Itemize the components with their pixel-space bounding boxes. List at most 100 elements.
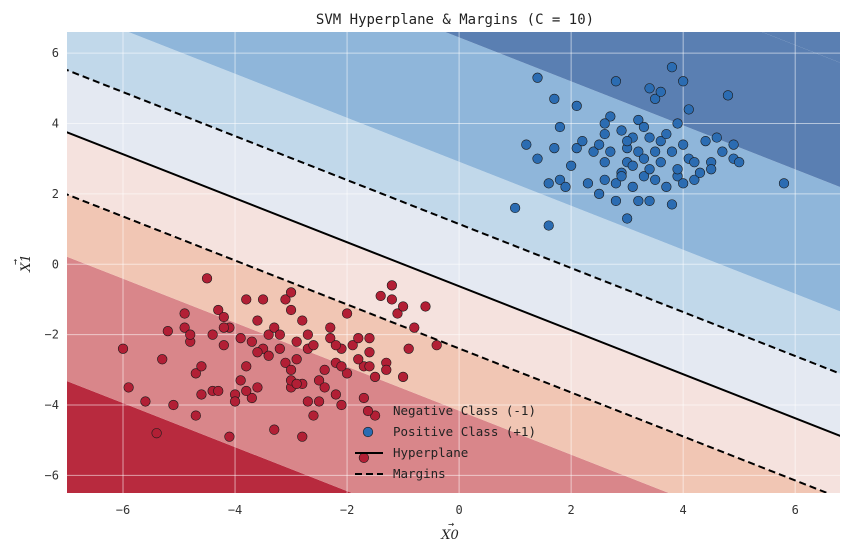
margin-line <box>67 68 840 375</box>
positive-point <box>706 164 717 175</box>
margin-line <box>67 193 830 493</box>
negative-point <box>168 399 179 411</box>
positive-point <box>627 160 638 171</box>
y-axis-label-text: X1 <box>19 254 34 273</box>
positive-point <box>734 157 745 168</box>
y-tick-labels: −6 −4 −2 0 2 4 6 <box>45 46 59 482</box>
negative-point <box>241 385 252 397</box>
negative-point <box>280 357 291 368</box>
legend-label: Hyperplane <box>393 445 468 460</box>
negative-point <box>252 315 263 326</box>
positive-point <box>650 146 661 157</box>
negative-point <box>358 392 369 404</box>
hyperplane-line <box>67 131 840 437</box>
negative-point <box>386 280 397 291</box>
positive-point <box>605 111 616 122</box>
grid <box>67 32 840 493</box>
positive-point <box>588 146 599 157</box>
negative-point <box>257 294 269 305</box>
negative-point <box>364 347 375 358</box>
positive-point <box>650 93 661 104</box>
negative-point <box>409 322 420 333</box>
negative-point <box>117 343 129 354</box>
negative-point <box>190 410 201 421</box>
negative-point <box>302 329 313 340</box>
negative-point <box>364 333 375 344</box>
positive-point <box>582 178 594 189</box>
negative-point <box>291 336 302 347</box>
legend-item: Positive Class (+1) <box>362 424 536 439</box>
negative-point <box>269 424 280 435</box>
negative-point <box>269 322 280 333</box>
positive-point <box>638 171 650 182</box>
negative-point <box>364 361 375 372</box>
negative-point <box>140 396 151 407</box>
decision-region <box>445 32 840 187</box>
legend-label: Margins <box>393 466 446 481</box>
negative-point <box>285 304 297 316</box>
x-tick-label: −4 <box>228 503 242 517</box>
legend: Negative Class (-1) Positive Class (+1) Hy… <box>355 403 536 481</box>
chart-title: SVM Hyperplane & Margins (C = 10) <box>316 12 594 28</box>
negative-point <box>241 361 252 372</box>
positive-point <box>622 213 633 224</box>
positive-point <box>678 139 689 150</box>
negative-point <box>285 364 297 375</box>
positive-point <box>655 86 666 97</box>
positive-point <box>554 174 566 185</box>
negative-point <box>213 385 224 397</box>
positive-point <box>644 132 655 143</box>
negative-point <box>218 340 229 351</box>
decision-region <box>762 32 840 63</box>
positive-point <box>666 62 678 73</box>
negative-point <box>285 287 297 298</box>
negative-point <box>313 375 325 386</box>
y-tick-label: −2 <box>45 328 59 342</box>
negative-point <box>325 333 336 344</box>
positive-point <box>694 167 706 178</box>
x-axis-label-text: X0 <box>440 528 459 543</box>
positive-point <box>610 76 622 87</box>
positive-point <box>521 139 532 150</box>
negative-point <box>392 308 403 319</box>
x-tick-label: 6 <box>792 503 799 517</box>
decision-region <box>67 32 840 374</box>
legend-marker <box>362 405 374 417</box>
decision-region <box>67 132 840 493</box>
negative-point <box>162 326 173 337</box>
positive-point <box>644 195 655 207</box>
y-tick-label: −6 <box>45 468 59 482</box>
negative-point <box>246 392 257 404</box>
positive-point <box>717 146 728 157</box>
positive-point <box>661 128 672 140</box>
legend-marker <box>362 426 374 438</box>
negative-point <box>319 382 330 393</box>
positive-point <box>532 72 543 83</box>
x-tick-label: 2 <box>568 503 575 517</box>
positive-point <box>655 157 666 168</box>
negative-point <box>341 368 353 379</box>
negative-point <box>313 396 325 407</box>
negative-point <box>151 428 162 439</box>
positive-point <box>543 220 554 231</box>
positive-point <box>622 135 633 147</box>
negative-point <box>369 371 381 382</box>
negative-point <box>325 322 336 333</box>
y-axis-label: X1 → <box>10 254 34 273</box>
x-axis-arrow-icon: → <box>448 519 454 530</box>
legend-label: Negative Class (-1) <box>393 403 536 418</box>
negative-point <box>319 364 330 375</box>
positive-point <box>633 146 644 157</box>
positive-point <box>666 146 678 157</box>
negative-point <box>218 311 229 323</box>
positive-point <box>599 118 610 129</box>
negative-point <box>252 347 263 358</box>
decision-region <box>128 32 840 312</box>
negative-point <box>263 350 274 361</box>
decision-region <box>67 70 840 436</box>
negative-point <box>218 322 229 333</box>
negative-point <box>263 329 274 340</box>
positive-point <box>666 199 678 210</box>
negative-point <box>252 382 263 393</box>
x-tick-label: −2 <box>340 503 354 517</box>
